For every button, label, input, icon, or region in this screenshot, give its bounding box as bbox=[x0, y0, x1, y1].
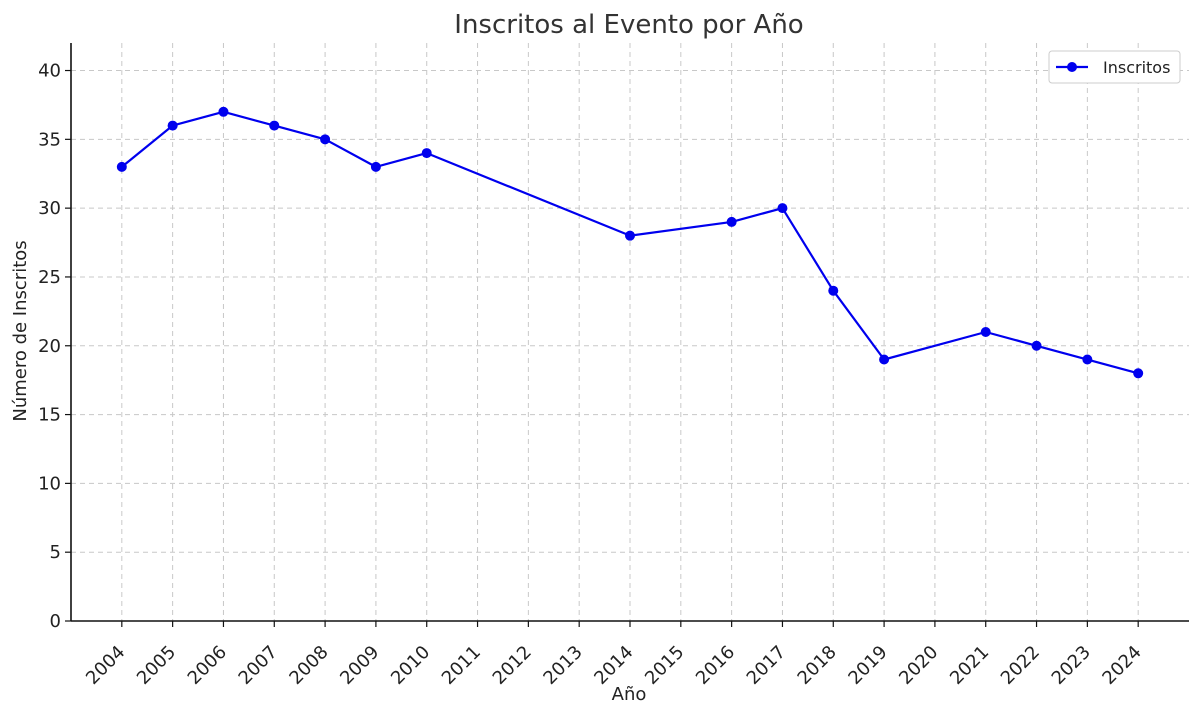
x-tick-label: 2006 bbox=[184, 642, 231, 689]
x-tick-label: 2024 bbox=[1098, 642, 1145, 689]
x-tick-label: 2019 bbox=[844, 642, 891, 689]
data-point bbox=[421, 148, 432, 159]
data-point bbox=[370, 161, 381, 172]
y-tick-label: 30 bbox=[38, 198, 61, 219]
data-point bbox=[116, 161, 127, 172]
y-tick-label: 15 bbox=[38, 405, 61, 426]
data-point bbox=[167, 120, 178, 131]
data-point bbox=[980, 327, 991, 337]
x-tick-label: 2011 bbox=[438, 642, 485, 689]
chart-title: Inscritos al Evento por Año bbox=[454, 10, 803, 40]
x-tick-label: 2020 bbox=[895, 642, 942, 689]
legend-entry-label: Inscritos bbox=[1103, 58, 1170, 77]
legend: Inscritos bbox=[1048, 50, 1181, 84]
y-tick-label: 10 bbox=[38, 473, 61, 494]
y-tick-label: 0 bbox=[50, 611, 61, 632]
data-point bbox=[1082, 354, 1093, 365]
data-point bbox=[879, 354, 890, 365]
data-point bbox=[625, 230, 635, 241]
x-tick-label: 2007 bbox=[235, 642, 282, 689]
data-point bbox=[777, 203, 788, 214]
x-tick-label: 2013 bbox=[539, 642, 586, 689]
x-axis-label: Año bbox=[612, 684, 647, 705]
legend-marker-swatch bbox=[1067, 62, 1077, 72]
x-tick-label: 2012 bbox=[489, 642, 536, 689]
data-point bbox=[1031, 340, 1042, 351]
x-tick-label: 2014 bbox=[590, 642, 637, 689]
x-tick-label: 2018 bbox=[794, 642, 841, 689]
y-ticks: 0 5 10 15 20 25 30 35 40 bbox=[38, 61, 71, 632]
x-tick-label: 2016 bbox=[692, 642, 739, 689]
y-tick-label: 20 bbox=[38, 336, 61, 357]
y-tick-label: 35 bbox=[38, 129, 61, 150]
x-tick-label: 2021 bbox=[946, 642, 993, 689]
data-point bbox=[218, 106, 229, 117]
x-tick-label: 2005 bbox=[133, 642, 180, 689]
data-point bbox=[1133, 368, 1144, 379]
x-tick-label: 2023 bbox=[1048, 642, 1095, 689]
series-line bbox=[121, 110, 1139, 375]
series-layer bbox=[116, 106, 1144, 379]
y-tick-label: 5 bbox=[50, 542, 61, 563]
data-point bbox=[269, 120, 280, 131]
x-tick-label: 2017 bbox=[743, 642, 790, 689]
x-tick-label: 2008 bbox=[285, 642, 332, 689]
grid-layer bbox=[71, 43, 1189, 622]
legend-frame bbox=[1048, 50, 1181, 84]
y-tick-label: 25 bbox=[38, 267, 61, 288]
data-point bbox=[320, 134, 331, 145]
data-point bbox=[726, 216, 737, 227]
data-point bbox=[828, 285, 839, 296]
x-ticks: 2004 2005 2006 2007 2008 2009 2010 2011 2012 2013… bbox=[82, 621, 1146, 689]
y-tick-label: 40 bbox=[38, 61, 61, 82]
x-tick-label: 2010 bbox=[387, 642, 434, 689]
y-axis-label: Número de Inscritos bbox=[10, 240, 31, 421]
x-tick-label: 2009 bbox=[336, 642, 383, 689]
x-tick-label: 2022 bbox=[997, 642, 1044, 689]
x-tick-label: 2015 bbox=[641, 642, 688, 689]
x-tick-label: 2004 bbox=[82, 642, 129, 689]
